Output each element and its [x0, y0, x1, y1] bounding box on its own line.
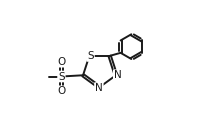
- Text: S: S: [58, 72, 65, 82]
- Text: S: S: [87, 51, 94, 61]
- Text: O: O: [57, 57, 65, 67]
- Text: O: O: [57, 86, 65, 96]
- Text: N: N: [114, 70, 122, 80]
- Text: N: N: [95, 83, 103, 93]
